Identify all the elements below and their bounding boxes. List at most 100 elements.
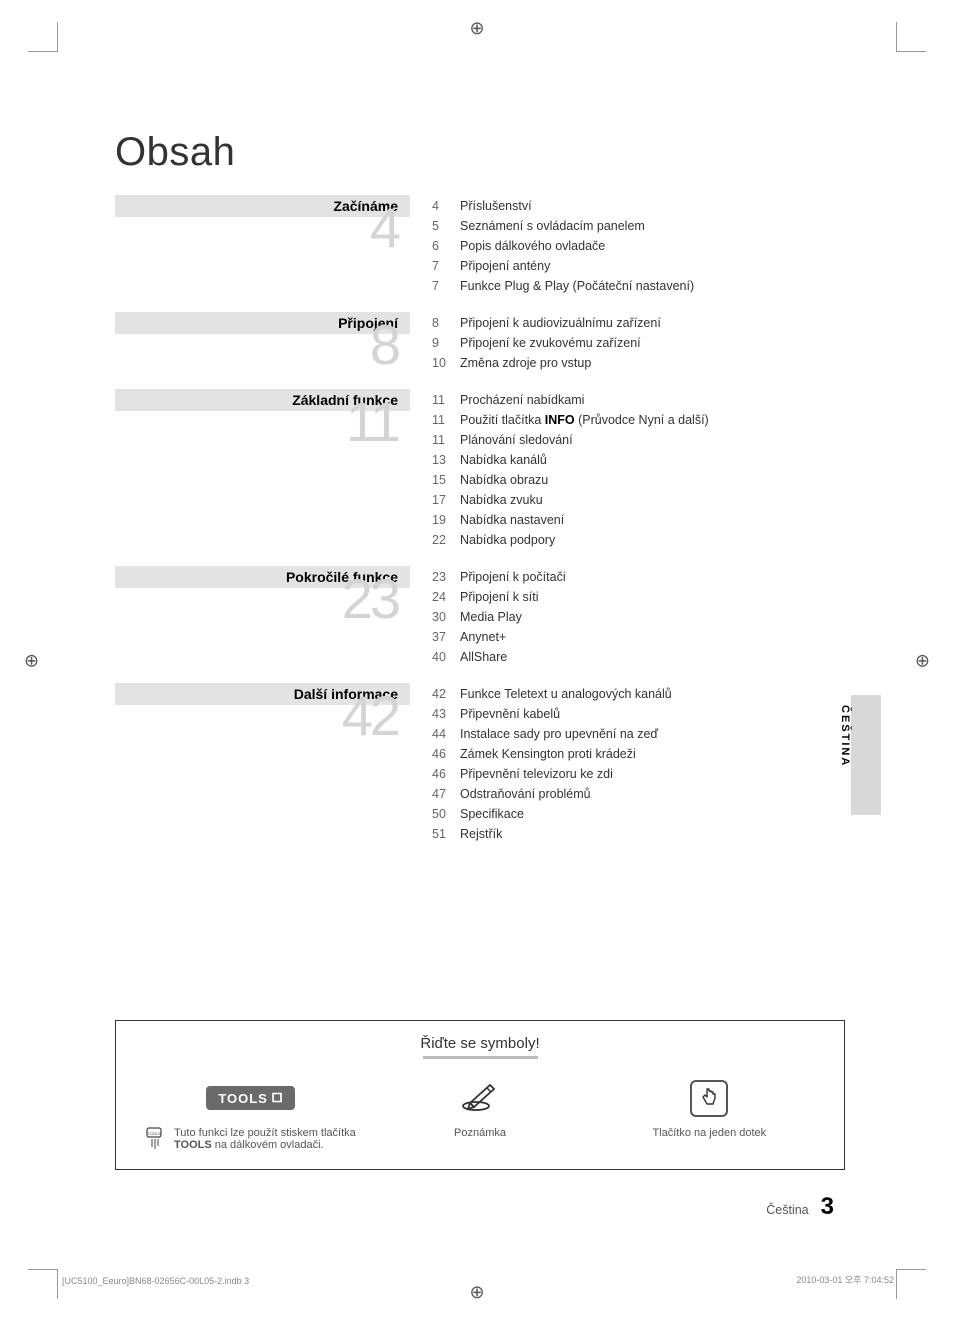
toc-page-number: 17 — [432, 490, 460, 510]
language-tab-label: ČEŠTINA — [839, 705, 851, 767]
toc-row: 11Použití tlačítka INFO (Průvodce Nyní a… — [432, 410, 845, 430]
toc-item-text: Nabídka podpory — [460, 530, 845, 550]
toc-page-number: 50 — [432, 804, 460, 824]
toc-page-number: 8 — [432, 313, 460, 333]
tools-badge-label: TOOLS — [218, 1091, 268, 1106]
toc-row: 50Specifikace — [432, 804, 845, 824]
footer-timestamp: 2010-03-01 오후 7:04:52 — [796, 1273, 894, 1286]
toc-page-number: 23 — [432, 567, 460, 587]
toc-item-text: Procházení nabídkami — [460, 390, 845, 410]
footer-filename: [UC5100_Eeuro]BN68-02656C-00L05-2.indb 3 — [62, 1276, 249, 1286]
registration-mark-right: ⊕ — [915, 650, 930, 671]
toc-item-text: Příslušenství — [460, 196, 845, 216]
toc-page-number: 4 — [432, 196, 460, 216]
toc-page-number: 6 — [432, 236, 460, 256]
symbols-row: TOOLS 🞐 TOOLS Tuto funkci lze použít sti… — [116, 1077, 844, 1158]
section-left: Pokročilé funkce23 — [115, 566, 410, 667]
section-left: Připojení8 — [115, 312, 410, 373]
toc-page-number: 46 — [432, 764, 460, 784]
toc-section: Pokročilé funkce2323Připojení k počítači… — [115, 566, 845, 667]
toc-row: 8Připojení k audiovizuálnímu zařízení — [432, 313, 845, 333]
section-big-number: 11 — [346, 394, 398, 450]
page-title: Obsah — [115, 130, 235, 175]
tools-remote-icon: TOOLS — [144, 1127, 168, 1158]
section-items: 42Funkce Teletext u analogových kanálů43… — [410, 683, 845, 844]
footer-lang-label: Čeština — [766, 1203, 808, 1217]
tools-badge: TOOLS 🞐 — [206, 1086, 295, 1110]
toc-row: 10Změna zdroje pro vstup — [432, 353, 845, 373]
toc-row: 5Seznámení s ovládacím panelem — [432, 216, 845, 236]
toc-row: 46Zámek Kensington proti krádeži — [432, 744, 845, 764]
toc-row: 23Připojení k počítači — [432, 567, 845, 587]
toc-page-number: 5 — [432, 216, 460, 236]
touch-icon — [690, 1080, 728, 1117]
toc-page-number: 43 — [432, 704, 460, 724]
pencil-icon — [460, 1079, 500, 1118]
registration-mark-bottom: ⊕ — [469, 1282, 484, 1303]
toc-item-text: Instalace sady pro upevnění na zeď — [460, 724, 845, 744]
tools-badge-icon: 🞐 — [272, 1090, 283, 1106]
touch-caption: Tlačítko na jeden dotek — [595, 1127, 824, 1139]
toc-row: 24Připojení k síti — [432, 587, 845, 607]
toc-item-text: Media Play — [460, 607, 845, 627]
section-big-number: 8 — [370, 317, 398, 373]
footer-page-number: 3 — [821, 1193, 834, 1221]
toc-section: Začínáme44Příslušenství5Seznámení s ovlá… — [115, 195, 845, 296]
symbols-underline — [423, 1056, 538, 1059]
note-caption: Poznámka — [365, 1127, 594, 1139]
toc-section: Základní funkce1111Procházení nabídkami1… — [115, 389, 845, 550]
toc-item-text: Použití tlačítka INFO (Průvodce Nyní a d… — [460, 410, 845, 430]
toc-row: 30Media Play — [432, 607, 845, 627]
toc-row: 40AllShare — [432, 647, 845, 667]
toc-item-text: Zámek Kensington proti krádeži — [460, 744, 845, 764]
toc-item-text: Připevnění televizoru ke zdi — [460, 764, 845, 784]
toc-row: 9Připojení ke zvukovému zařízení — [432, 333, 845, 353]
symbol-tools: TOOLS 🞐 TOOLS Tuto funkci lze použít sti… — [136, 1077, 365, 1158]
toc-row: 47Odstraňování problémů — [432, 784, 845, 804]
toc-item-text: Anynet+ — [460, 627, 845, 647]
toc-page-number: 15 — [432, 470, 460, 490]
symbol-note: Poznámka — [365, 1077, 594, 1139]
toc-item-text: Odstraňování problémů — [460, 784, 845, 804]
toc-row: 15Nabídka obrazu — [432, 470, 845, 490]
toc-page-number: 37 — [432, 627, 460, 647]
symbols-title: Řiďte se symboly! — [116, 1035, 844, 1052]
toc-page-number: 9 — [432, 333, 460, 353]
registration-mark-top: ⊕ — [469, 18, 484, 39]
crop-mark-tr — [896, 22, 926, 52]
toc-page-number: 13 — [432, 450, 460, 470]
toc-row: 13Nabídka kanálů — [432, 450, 845, 470]
toc-page-number: 30 — [432, 607, 460, 627]
toc-row: 22Nabídka podpory — [432, 530, 845, 550]
toc-item-text: Popis dálkového ovladače — [460, 236, 845, 256]
toc-row: 7Funkce Plug & Play (Počáteční nastavení… — [432, 276, 845, 296]
tools-caption: Tuto funkci lze použít stiskem tlačítka … — [174, 1127, 357, 1151]
toc-page-number: 11 — [432, 430, 460, 450]
toc-item-text: Připojení antény — [460, 256, 845, 276]
toc-page-number: 44 — [432, 724, 460, 744]
toc-page-number: 47 — [432, 784, 460, 804]
toc-page-number: 7 — [432, 276, 460, 296]
section-items: 8Připojení k audiovizuálnímu zařízení9Př… — [410, 312, 845, 373]
section-items: 23Připojení k počítači24Připojení k síti… — [410, 566, 845, 667]
symbols-box: Řiďte se symboly! TOOLS 🞐 TOOLS Tuto fun… — [115, 1020, 845, 1170]
toc-page-number: 19 — [432, 510, 460, 530]
section-band: Začínáme — [115, 195, 410, 217]
toc-row: 51Rejstřík — [432, 824, 845, 844]
svg-text:TOOLS: TOOLS — [147, 1131, 161, 1136]
toc-row: 6Popis dálkového ovladače — [432, 236, 845, 256]
toc-item-text: Nabídka zvuku — [460, 490, 845, 510]
toc-item-text: Specifikace — [460, 804, 845, 824]
toc-row: 43Připevnění kabelů — [432, 704, 845, 724]
toc-item-text: AllShare — [460, 647, 845, 667]
section-left: Další informace42 — [115, 683, 410, 844]
toc-row: 42Funkce Teletext u analogových kanálů — [432, 684, 845, 704]
toc-item-text: Plánování sledování — [460, 430, 845, 450]
symbol-touch: Tlačítko na jeden dotek — [595, 1077, 824, 1139]
toc-row: 37Anynet+ — [432, 627, 845, 647]
toc-page-number: 40 — [432, 647, 460, 667]
toc-item-text: Nabídka nastavení — [460, 510, 845, 530]
toc-row: 44Instalace sady pro upevnění na zeď — [432, 724, 845, 744]
toc-section: Připojení88Připojení k audiovizuálnímu z… — [115, 312, 845, 373]
toc-page-number: 11 — [432, 410, 460, 430]
